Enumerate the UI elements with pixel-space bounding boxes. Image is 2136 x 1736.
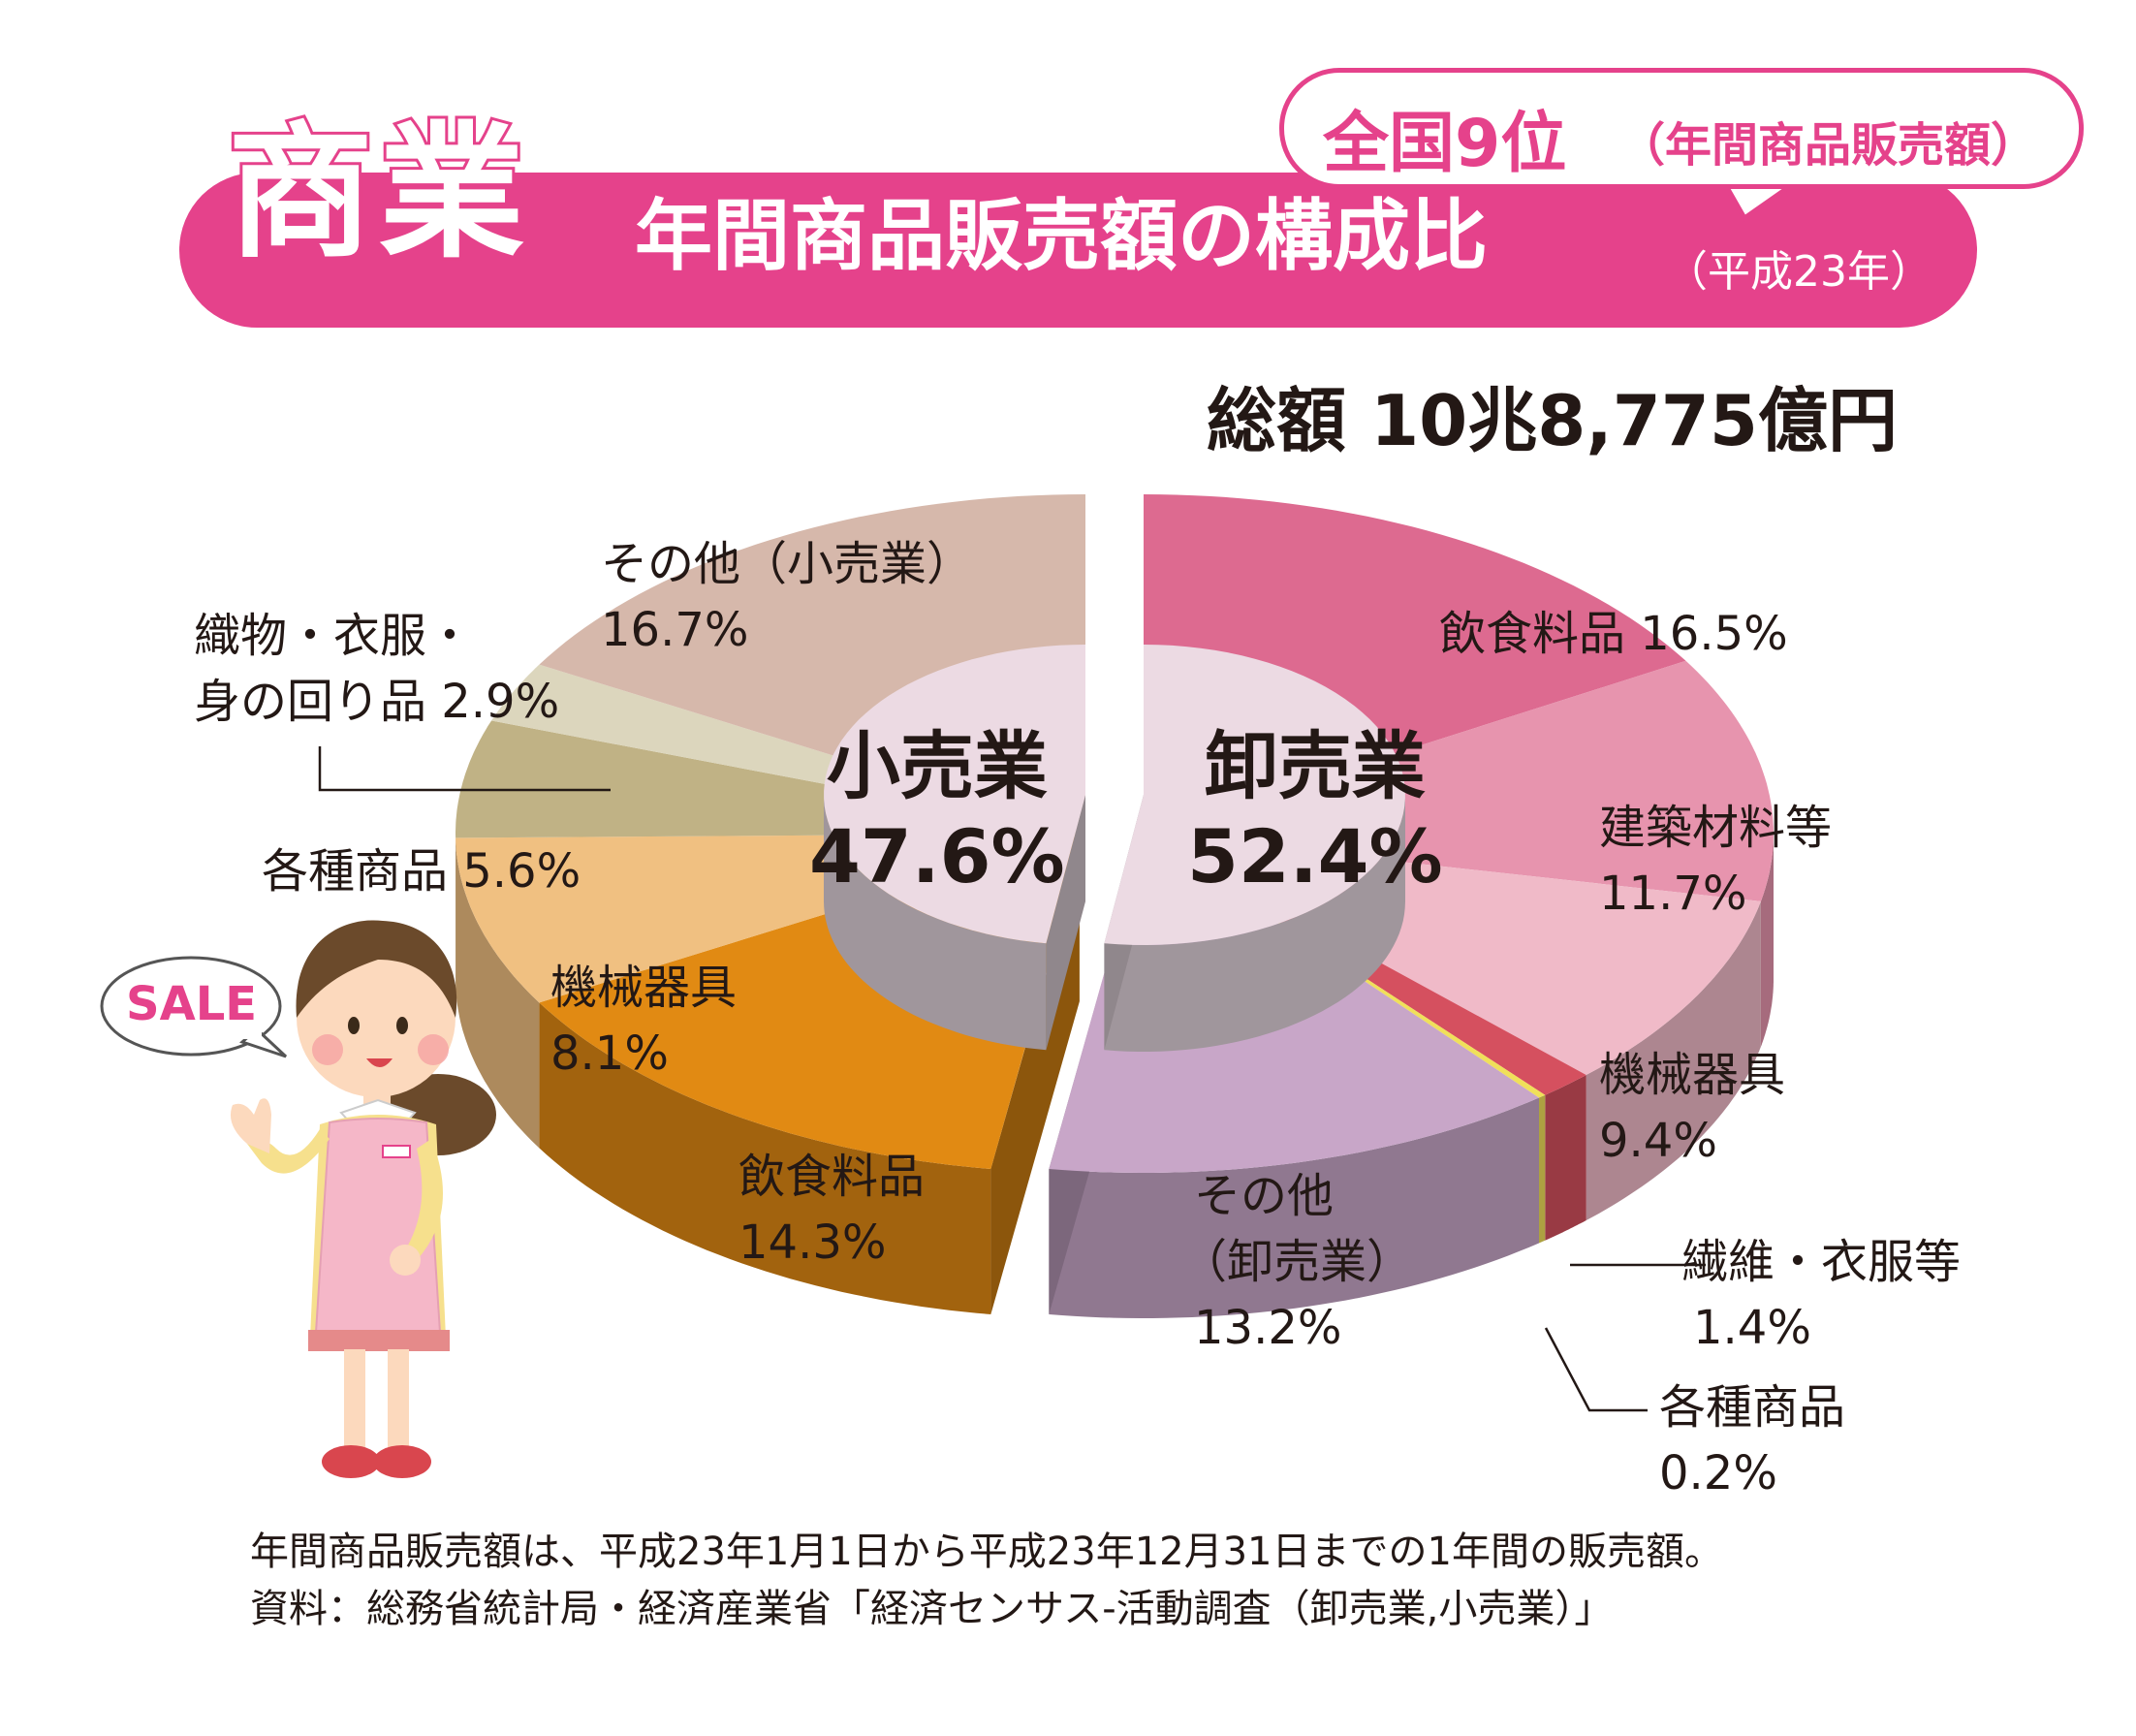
- footnote-source: 資料：総務省統計局・経済産業省「経済センサス-活動調査（卸売業,小売業）」: [250, 1587, 1614, 1631]
- header-banner: [179, 173, 1977, 328]
- label-wholesale-food: 飲食料品 16.5%: [1439, 607, 1788, 661]
- label-wholesale-other-name: その他: [1194, 1169, 1335, 1223]
- retail-center-disc-cut: [1046, 795, 1085, 1051]
- label-retail-other: その他（小売業） 16.7%: [601, 531, 973, 663]
- label-wholesale-building-value: 11.7%: [1599, 867, 1747, 922]
- label-retail-food: 飲食料品 14.3%: [738, 1144, 925, 1276]
- pie-slice-wholesale-other-side: [1049, 1097, 1539, 1318]
- retail-center-label: 小売業 47.6%: [809, 722, 1065, 901]
- footnote-definition: 年間商品販売額は、平成23年1月1日から平成23年12月31日までの1年間の販売…: [250, 1530, 1723, 1574]
- label-retail-textile-name: 織物・衣服・: [194, 609, 474, 663]
- label-wholesale-other: その他 （卸売業） 13.2%: [1180, 1163, 1413, 1361]
- label-wholesale-other-value: 13.2%: [1194, 1301, 1342, 1356]
- header-category: 商業: [225, 110, 531, 278]
- year-note: （平成23年）: [1665, 247, 1932, 297]
- label-wholesale-machine: 機械器具 9.4%: [1599, 1042, 1785, 1174]
- label-retail-textile: 織物・衣服・ 身の回り品 2.9%: [194, 603, 559, 735]
- chart-title: 年間商品販売額の構成比: [635, 191, 1488, 281]
- label-wholesale-textile-name: 繊維・衣服等: [1681, 1235, 1962, 1289]
- total-amount: 総額 10兆8,775億円: [1207, 380, 1899, 461]
- label-retail-machine: 機械器具 8.1%: [550, 955, 737, 1087]
- label-wholesale-general-name: 各種商品: [1659, 1380, 1846, 1435]
- label-wholesale-textile: 繊維・衣服等 1.4%: [1681, 1229, 1961, 1361]
- pie-slice-retail-food-side: [539, 1002, 991, 1314]
- rank-note: （年間商品販売額）: [1618, 118, 2038, 173]
- label-wholesale-other-group: （卸売業）: [1180, 1235, 1414, 1290]
- wholesale-name: 卸売業: [1204, 723, 1426, 809]
- pie-slice-wholesale-machine-side: [1586, 900, 1761, 1220]
- rank-text: 全国9位: [1323, 106, 1567, 182]
- retail-center-disc-side: [824, 795, 1047, 1051]
- label-wholesale-machine-value: 9.4%: [1599, 1114, 1717, 1169]
- sale-bubble: [100, 956, 282, 1057]
- label-retail-food-value: 14.3%: [738, 1215, 887, 1271]
- retail-center-disc: [824, 645, 1085, 944]
- wholesale-center-disc-side: [1104, 795, 1405, 1052]
- leader-line-wholesale-general: [1544, 1327, 1648, 1412]
- label-retail-other-name: その他（小売業）: [601, 537, 974, 591]
- pie-slice-wholesale-building-side: [1760, 834, 1774, 1047]
- rank-bubble: [1279, 68, 2084, 189]
- pie-slice-wholesale-general-side: [1539, 1094, 1546, 1244]
- sale-text: SALE: [126, 977, 258, 1031]
- label-wholesale-general: 各種商品 0.2%: [1659, 1374, 1845, 1506]
- label-retail-food-name: 飲食料品: [738, 1150, 926, 1204]
- retail-name: 小売業: [826, 723, 1048, 809]
- wholesale-percent: 52.4%: [1187, 812, 1443, 900]
- label-retail-general: 各種商品 5.6%: [262, 844, 581, 899]
- label-wholesale-general-value: 0.2%: [1659, 1446, 1777, 1501]
- label-retail-textile-value: 身の回り品 2.9%: [194, 675, 560, 730]
- pie-slice-retail-machine-side: [455, 837, 540, 1149]
- label-retail-machine-name: 機械器具: [550, 961, 738, 1015]
- retail-percent: 47.6%: [809, 812, 1065, 900]
- wholesale-center-label: 卸売業 52.4%: [1187, 722, 1443, 901]
- label-wholesale-machine-name: 機械器具: [1599, 1048, 1786, 1102]
- wholesale-center-disc: [1104, 645, 1405, 945]
- label-wholesale-building: 建築材料等 11.7%: [1599, 795, 1832, 927]
- leader-line-retail-textile: [318, 746, 611, 792]
- label-retail-other-value: 16.7%: [601, 603, 749, 658]
- label-retail-machine-value: 8.1%: [550, 1026, 669, 1082]
- pie-slice-wholesale-textile-side: [1545, 1075, 1586, 1241]
- label-wholesale-building-name: 建築材料等: [1599, 801, 1833, 855]
- label-wholesale-textile-value: 1.4%: [1693, 1301, 1811, 1356]
